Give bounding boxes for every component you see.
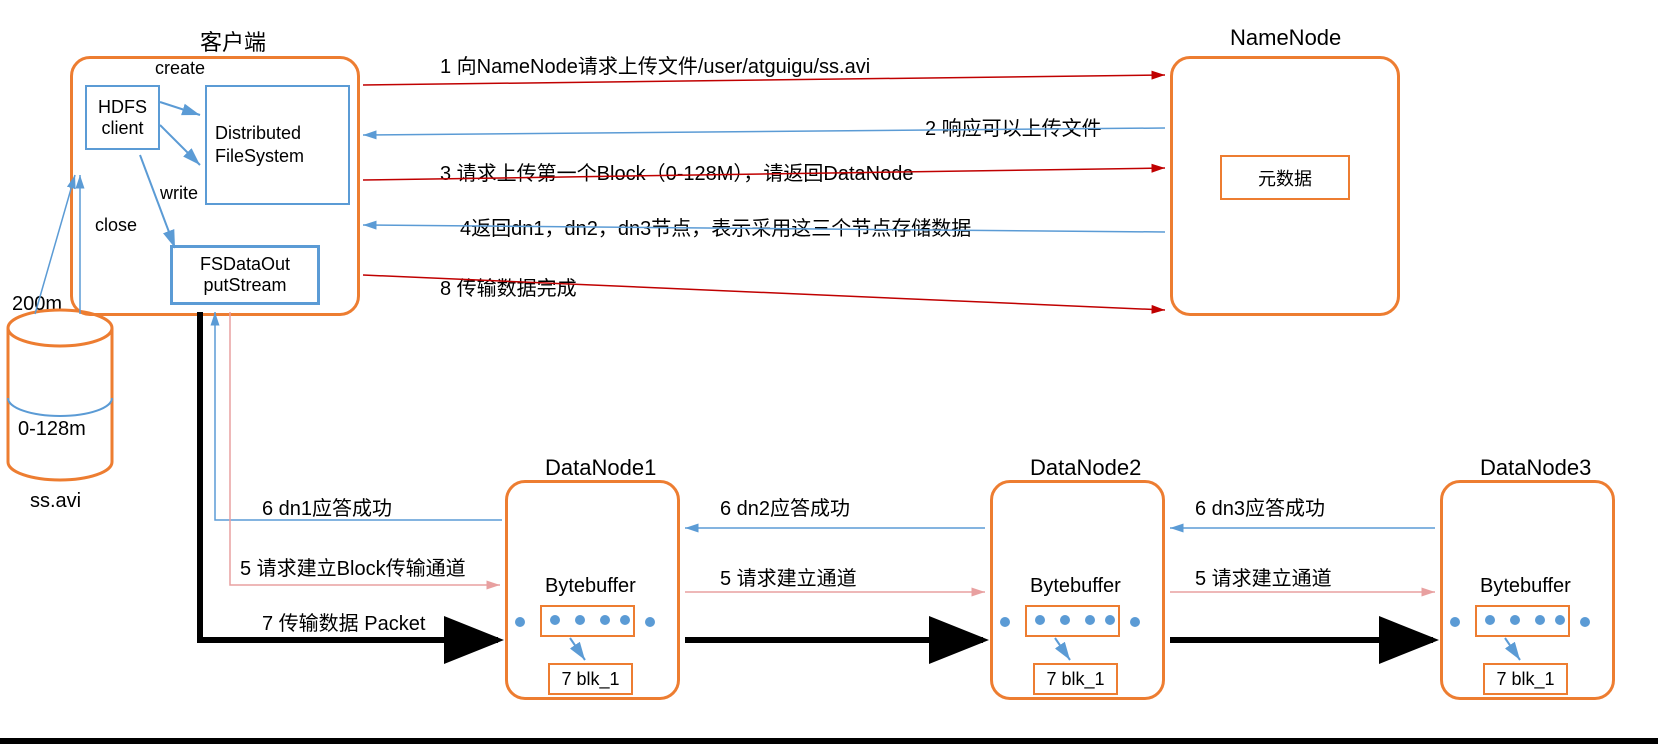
msg5a: 5 请求建立Block传输通道: [240, 552, 466, 581]
dn2-blk-box: 7 blk_1: [1033, 663, 1118, 695]
dn1-blk-box: 7 blk_1: [548, 663, 633, 695]
msg5b: 5 请求建立通道: [720, 562, 857, 591]
dn2-title: DataNode2: [1030, 455, 1141, 481]
close-label: close: [95, 215, 137, 236]
msg6a: 6 dn1应答成功: [262, 492, 392, 521]
client-title: 客户端: [200, 25, 266, 57]
msg3: 3 请求上传第一个Block（0-128M），请返回DataNode: [440, 157, 913, 186]
bottom-border: [0, 738, 1658, 744]
msg6b: 6 dn2应答成功: [720, 492, 850, 521]
fsdos-box: FSDataOut putStream: [170, 245, 320, 305]
dn2-bytebuffer: Bytebuffer: [1030, 575, 1121, 598]
dn2-buffer-box: [1025, 605, 1120, 637]
dn1-bytebuffer: Bytebuffer: [545, 575, 636, 598]
metadata-box: 元数据: [1220, 155, 1350, 200]
cyl-mid-label: 0-128m: [18, 418, 86, 441]
cyl-top-label: 200m: [12, 293, 62, 316]
dn1-title: DataNode1: [545, 455, 656, 481]
cyl-bot-label: ss.avi: [30, 490, 81, 513]
msg2: 2 响应可以上传文件: [925, 112, 1102, 141]
dn3-blk-box: 7 blk_1: [1483, 663, 1568, 695]
dn3-buffer-box: [1475, 605, 1570, 637]
namenode-title: NameNode: [1230, 25, 1341, 51]
dn3-title: DataNode3: [1480, 455, 1591, 481]
msg4: 4返回dn1，dn2，dn3节点，表示采用这三个节点存储数据: [460, 212, 971, 241]
write-label: write: [160, 183, 198, 204]
msg5c: 5 请求建立通道: [1195, 562, 1332, 591]
dfs-box: Distributed FileSystem: [205, 85, 350, 205]
hdfs-write-diagram: { "type": "flowchart", "canvas": { "widt…: [0, 0, 1658, 744]
msg8: 8 传输数据完成: [440, 272, 577, 301]
create-label: create: [155, 58, 205, 79]
msg7: 7 传输数据 Packet: [262, 607, 425, 636]
hdfs-client-box: HDFS client: [85, 85, 160, 150]
dn1-buffer-box: [540, 605, 635, 637]
msg6c: 6 dn3应答成功: [1195, 492, 1325, 521]
dn3-bytebuffer: Bytebuffer: [1480, 575, 1571, 598]
msg1: 1 向NameNode请求上传文件/user/atguigu/ss.avi: [440, 50, 870, 79]
